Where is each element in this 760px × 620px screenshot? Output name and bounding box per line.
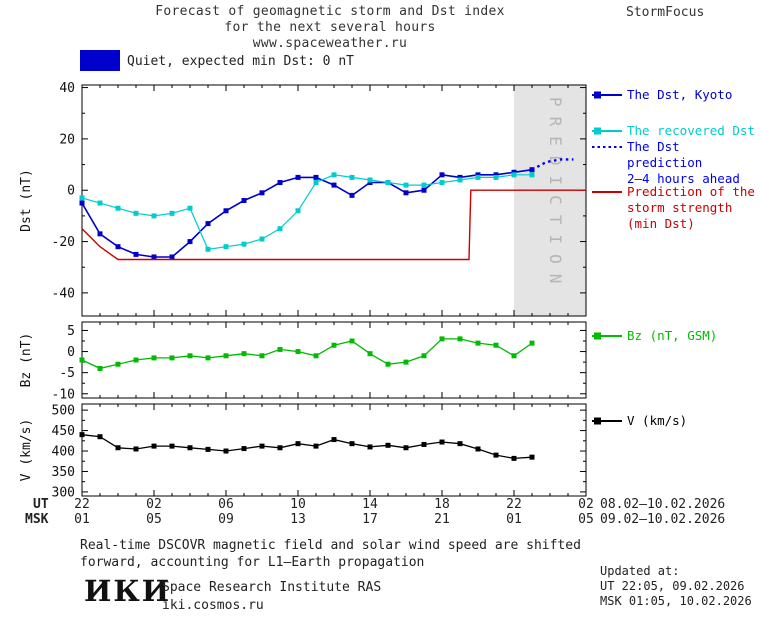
- institute-site: iki.cosmos.ru: [162, 598, 264, 613]
- date-range-ut: 08.02–10.02.2026: [600, 497, 726, 512]
- legend-swatch-v-icon: [592, 417, 622, 425]
- svg-text:500: 500: [52, 404, 75, 419]
- svg-text:-40: -40: [52, 286, 75, 301]
- x-tick-ut: 18: [434, 497, 450, 512]
- x-tick-ut: 10: [290, 497, 306, 512]
- x-tick-ut: 02: [578, 497, 594, 512]
- legend-swatch-dst-kyoto-icon: [592, 91, 622, 99]
- svg-text:Bz (nT): Bz (nT): [19, 333, 34, 388]
- svg-text:40: 40: [59, 81, 75, 96]
- x-tick-msk: 05: [578, 512, 594, 527]
- page-title-line1: Forecast of geomagnetic storm and Dst in…: [155, 4, 505, 19]
- legend-swatch-storm-strength-icon: [592, 191, 622, 193]
- updated-msk: MSK 01:05, 10.02.2026: [600, 594, 752, 608]
- legend-label-dst-prediction: The Dst prediction 2–4 hours ahead: [627, 139, 740, 186]
- svg-text:400: 400: [52, 445, 75, 460]
- legend-label-dst-kyoto: The Dst, Kyoto: [627, 87, 733, 102]
- x-tick-ut: 06: [218, 497, 234, 512]
- footnote: Real-time DSCOVR magnetic field and sola…: [80, 537, 581, 571]
- updated-block: Updated at: UT 22:05, 09.02.2026 MSK 01:…: [600, 564, 752, 609]
- legend-item-bz: Bz (nT, GSM): [592, 328, 717, 344]
- x-tick-ut: 22: [506, 497, 522, 512]
- iki-logo: ИКИ: [84, 574, 172, 608]
- date-range-msk: 09.02–10.02.2026: [600, 512, 726, 527]
- x-tick-msk: 17: [362, 512, 378, 527]
- updated-label: Updated at:: [600, 564, 680, 578]
- ut-axis-label: UT: [33, 497, 49, 512]
- status-label: Quiet, expected min Dst: 0 nT: [127, 54, 354, 69]
- x-axis-ut-row: 22 02 06 10 14 18 22 02: [0, 497, 760, 512]
- msk-axis-label: MSK: [25, 512, 49, 527]
- svg-text:300: 300: [52, 485, 75, 500]
- legend-swatch-recovered-dst-icon: [592, 127, 622, 135]
- svg-text:0: 0: [67, 345, 75, 360]
- x-tick-msk: 21: [434, 512, 450, 527]
- svg-text:5: 5: [67, 324, 75, 339]
- legend-item-recovered-dst: The recovered Dst: [592, 123, 755, 139]
- svg-text:Dst (nT): Dst (nT): [19, 169, 34, 232]
- svg-text:450: 450: [52, 424, 75, 439]
- x-axis-msk-row: 01 05 09 13 17 21 01 05: [0, 512, 760, 527]
- x-tick-msk: 01: [506, 512, 522, 527]
- legend-label-v: V (km/s): [627, 413, 688, 428]
- legend-item-dst-prediction: The Dst prediction 2–4 hours ahead: [592, 139, 760, 187]
- svg-text:-20: -20: [52, 235, 75, 250]
- svg-text:-10: -10: [52, 387, 75, 402]
- legend-swatch-dst-prediction-icon: [592, 146, 622, 148]
- institute-name: Space Research Institute RAS: [162, 580, 382, 595]
- legend-item-storm-strength: Prediction of the storm strength (min Dst): [592, 184, 755, 232]
- x-tick-ut: 02: [146, 497, 162, 512]
- legend-label-recovered-dst: The recovered Dst: [627, 123, 755, 138]
- legend-label-storm-strength: Prediction of the storm strength (min Dst): [627, 184, 755, 231]
- x-tick-msk: 05: [146, 512, 162, 527]
- legend-label-bz: Bz (nT, GSM): [627, 328, 718, 343]
- footnote-line2: forward, accounting for L1–Earth propaga…: [80, 555, 425, 570]
- status-swatch: [80, 50, 120, 71]
- svg-text:350: 350: [52, 465, 75, 480]
- svg-text:20: 20: [59, 132, 75, 147]
- svg-text:0: 0: [67, 184, 75, 199]
- svg-text:PREDICTION: PREDICTION: [546, 97, 565, 293]
- svg-text:V (km/s): V (km/s): [19, 419, 34, 482]
- x-tick-ut: 22: [74, 497, 90, 512]
- page-title-line2: for the next several hours: [224, 20, 436, 35]
- x-tick-msk: 09: [218, 512, 234, 527]
- legend-item-v: V (km/s): [592, 413, 687, 429]
- brand-stormfocus: StormFocus: [626, 5, 705, 20]
- x-tick-ut: 14: [362, 497, 378, 512]
- legend-swatch-bz-icon: [592, 332, 622, 340]
- page-header: Forecast of geomagnetic storm and Dst in…: [70, 4, 590, 52]
- legend-item-dst-kyoto: The Dst, Kyoto: [592, 87, 732, 103]
- updated-ut: UT 22:05, 09.02.2026: [600, 579, 745, 593]
- x-tick-msk: 13: [290, 512, 306, 527]
- svg-text:-5: -5: [59, 366, 75, 381]
- x-tick-msk: 01: [74, 512, 90, 527]
- site-url: www.spaceweather.ru: [252, 36, 408, 51]
- footnote-line1: Real-time DSCOVR magnetic field and sola…: [80, 538, 581, 553]
